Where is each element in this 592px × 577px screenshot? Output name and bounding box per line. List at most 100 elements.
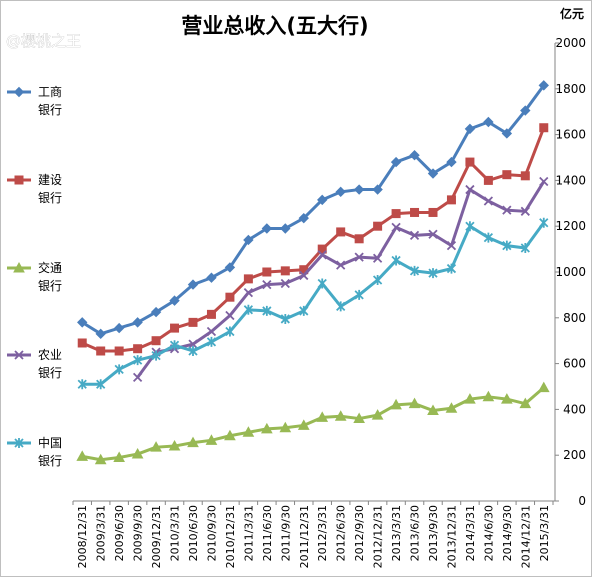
legend-label: 银行 — [38, 366, 62, 380]
x-tick-label: 2011/3/31 — [242, 505, 255, 561]
y-axis-unit: 亿元 — [560, 6, 584, 21]
data-point — [206, 326, 217, 337]
y-tick-label: 600 — [563, 357, 586, 371]
x-tick-label: 2015/3/31 — [538, 505, 551, 561]
data-point — [372, 253, 383, 263]
legend-label: 工商 — [38, 84, 62, 99]
data-point — [446, 241, 457, 251]
data-point — [262, 279, 272, 290]
data-point — [243, 234, 254, 246]
data-point — [335, 186, 346, 198]
x-tick-label: 2014/12/31 — [519, 505, 532, 568]
data-point — [372, 184, 383, 195]
data-point — [502, 205, 512, 215]
data-point — [243, 304, 254, 315]
data-point — [501, 128, 513, 139]
data-point — [150, 441, 162, 452]
data-point — [373, 221, 383, 231]
data-point — [280, 223, 291, 234]
data-point — [114, 364, 124, 375]
legend-swatch-marker — [13, 86, 25, 98]
x-tick-label: 2009/9/30 — [132, 505, 145, 561]
data-point — [225, 326, 235, 337]
data-point — [151, 350, 161, 361]
x-tick-label: 2009/12/31 — [150, 505, 163, 568]
data-point — [317, 194, 328, 206]
data-point — [316, 411, 329, 422]
data-point — [354, 252, 364, 262]
data-point — [206, 272, 217, 283]
data-point — [206, 309, 216, 319]
data-point — [187, 436, 199, 448]
data-point — [205, 434, 218, 445]
series-4 — [132, 176, 549, 382]
data-point — [502, 240, 512, 251]
y-tick-label: 2000 — [555, 36, 586, 50]
y-tick-label: 1400 — [555, 173, 586, 187]
data-point — [408, 397, 421, 409]
data-point — [409, 265, 420, 276]
x-tick-label: 2013/3/31 — [390, 505, 403, 561]
data-point — [539, 176, 549, 187]
data-point — [539, 217, 549, 228]
data-point — [132, 355, 143, 366]
x-tick-label: 2010/12/31 — [224, 505, 237, 568]
data-point — [299, 305, 309, 316]
data-point — [391, 209, 401, 219]
data-point — [428, 268, 438, 279]
data-point — [353, 184, 365, 195]
data-point — [187, 279, 199, 290]
x-tick-label: 2009/6/30 — [113, 505, 126, 561]
data-point — [354, 234, 364, 244]
data-point — [225, 310, 235, 321]
data-point — [391, 222, 401, 232]
data-point — [520, 105, 531, 116]
data-point — [520, 206, 530, 216]
data-point — [372, 275, 383, 286]
data-point — [169, 340, 180, 351]
data-point — [390, 398, 402, 410]
x-tick-label: 2011/12/31 — [298, 505, 311, 568]
data-point — [243, 287, 254, 298]
data-point — [465, 184, 475, 195]
data-point — [299, 270, 309, 281]
data-point — [298, 212, 309, 224]
data-point — [409, 150, 420, 161]
data-point — [483, 232, 494, 243]
data-point — [132, 317, 143, 328]
x-tick-label: 2009/3/31 — [95, 505, 108, 561]
data-point — [76, 450, 89, 461]
series-1 — [77, 80, 549, 340]
data-point — [96, 379, 106, 390]
data-point — [446, 263, 457, 274]
data-point — [170, 323, 180, 333]
data-point — [336, 260, 346, 270]
data-point — [188, 317, 198, 327]
data-point — [464, 393, 476, 404]
data-point — [114, 346, 124, 356]
x-tick-label: 2013/9/30 — [427, 505, 440, 561]
data-point — [113, 451, 126, 462]
data-point — [482, 390, 495, 402]
y-tick-label: 0 — [578, 494, 586, 508]
legend-label: 银行 — [38, 454, 62, 468]
data-point — [519, 397, 532, 409]
series-5 — [77, 217, 549, 390]
series-line — [82, 221, 545, 386]
data-point — [95, 328, 106, 340]
data-point — [206, 336, 217, 347]
data-point — [353, 412, 366, 424]
data-point — [390, 156, 402, 168]
legend-label: 交通 — [38, 260, 62, 275]
data-point — [280, 313, 290, 324]
data-point — [261, 223, 273, 234]
legend-label: 银行 — [38, 191, 62, 205]
y-tick-label: 800 — [563, 311, 586, 325]
data-point — [427, 404, 439, 416]
axes: 0 200 400 600 800 1000 1200 1400 1600 1800 2000 200… — [72, 36, 586, 568]
data-point — [502, 170, 512, 180]
data-point — [262, 267, 272, 277]
data-point — [224, 429, 236, 441]
